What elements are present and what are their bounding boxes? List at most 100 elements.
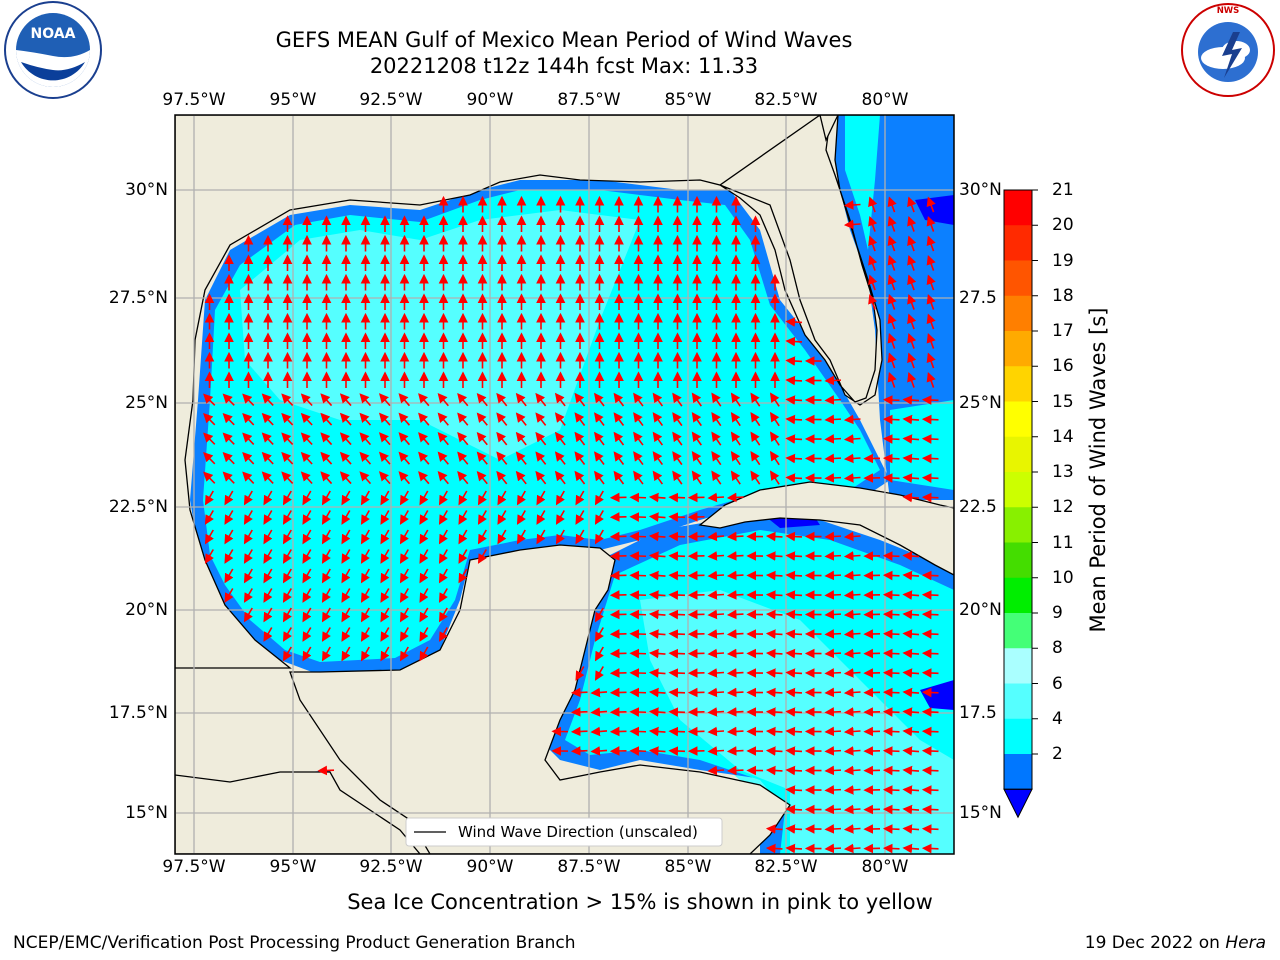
- footer-host: Hera: [1225, 933, 1266, 953]
- wind-arrow: [921, 804, 939, 815]
- wind-arrow: [222, 432, 235, 445]
- colorbar-tick-label: 2: [1052, 744, 1063, 764]
- wind-arrow: [726, 609, 744, 620]
- wind-arrow: [399, 510, 409, 525]
- wind-arrow: [824, 765, 842, 776]
- wind-arrow: [263, 490, 273, 506]
- wind-arrow: [302, 607, 312, 623]
- wind-arrow: [360, 568, 370, 584]
- wind-arrow: [458, 549, 468, 564]
- wind-arrow: [515, 412, 527, 426]
- wind-arrow: [843, 843, 861, 854]
- wind-arrow: [668, 726, 686, 737]
- wind-arrow: [554, 431, 566, 446]
- wind-arrow: [399, 588, 409, 603]
- wind-arrow: [882, 590, 900, 600]
- wind-arrow: [321, 549, 331, 564]
- wind-arrow: [882, 668, 900, 678]
- latitude-label: 30°N: [959, 180, 1002, 200]
- wind-arrow: [882, 434, 900, 444]
- wind-arrow: [785, 434, 803, 444]
- wind-arrow: [570, 687, 588, 698]
- wind-arrow: [594, 412, 605, 426]
- wind-arrow: [398, 432, 411, 446]
- wind-arrow: [926, 352, 936, 369]
- wind-arrow: [594, 607, 604, 623]
- wind-arrow: [359, 451, 372, 465]
- wind-arrow: [882, 395, 900, 405]
- wind-arrow: [203, 413, 216, 426]
- colorbar-segment: [1004, 331, 1032, 367]
- wind-arrow: [824, 375, 842, 386]
- wind-arrow: [224, 490, 234, 506]
- wind-arrow: [843, 473, 861, 483]
- wind-arrow: [887, 235, 897, 252]
- wind-arrow: [613, 392, 625, 407]
- wind-arrow: [317, 765, 335, 776]
- wind-arrow: [648, 609, 666, 620]
- wind-arrow: [668, 687, 686, 698]
- longitude-label: 95°W: [269, 857, 317, 877]
- latitude-label: 17.5°N: [108, 703, 168, 723]
- wind-arrow: [868, 215, 878, 232]
- wind-arrow: [204, 510, 214, 525]
- wind-arrow: [730, 411, 741, 427]
- wind-arrow: [242, 471, 255, 484]
- wind-arrow: [321, 646, 331, 662]
- wind-arrow: [726, 726, 744, 737]
- wind-arrow: [672, 451, 683, 466]
- wind-arrow: [282, 529, 292, 545]
- wind-arrow: [785, 648, 803, 659]
- longitude-label: 87.5°W: [557, 90, 621, 110]
- wind-arrow: [476, 431, 488, 446]
- wind-arrow: [594, 646, 604, 662]
- wind-arrow: [418, 412, 430, 426]
- wind-arrow: [515, 392, 527, 407]
- wind-arrow: [868, 254, 878, 271]
- wind-arrow: [575, 666, 585, 681]
- wind-arrow: [765, 629, 783, 639]
- wind-arrow: [629, 707, 647, 717]
- wind-arrow: [824, 395, 842, 405]
- wind-arrow: [902, 804, 920, 815]
- wind-arrow: [726, 668, 744, 678]
- colorbar-tick-label: 17: [1052, 321, 1074, 341]
- wind-arrow: [824, 570, 842, 581]
- wind-arrow: [380, 588, 390, 603]
- wind-arrow: [843, 746, 861, 756]
- colorbar-segment: [1004, 718, 1032, 755]
- wind-arrow: [574, 392, 586, 407]
- wind-arrow: [652, 392, 664, 407]
- wind-arrow: [843, 707, 861, 717]
- wind-arrow: [515, 431, 527, 446]
- wind-arrow: [629, 590, 647, 600]
- wind-arrow: [378, 393, 391, 407]
- wind-arrow: [320, 451, 333, 465]
- wind-arrow: [726, 570, 744, 581]
- latitude-label: 30°N: [125, 180, 168, 200]
- wind-arrow: [843, 804, 861, 815]
- wind-arrow: [574, 470, 586, 485]
- colorbar-segment: [1004, 260, 1032, 297]
- wind-arrow: [574, 431, 586, 446]
- wind-arrow: [243, 549, 253, 564]
- wind-arrow: [263, 568, 273, 584]
- wind-arrow: [341, 549, 351, 564]
- wind-arrow: [300, 451, 313, 465]
- wind-arrow: [321, 510, 331, 525]
- sea-ice-caption: Sea Ice Concentration > 15% is shown in …: [347, 890, 933, 914]
- wind-arrow: [535, 451, 547, 465]
- wind-arrow: [300, 393, 313, 407]
- wind-arrow: [921, 590, 939, 600]
- wind-arrow: [668, 648, 686, 659]
- wind-arrow: [300, 412, 313, 426]
- wind-arrow: [711, 431, 722, 446]
- wind-arrow: [437, 393, 449, 407]
- wind-arrow: [281, 412, 294, 426]
- wind-arrow: [497, 510, 507, 525]
- colorbar-tick-label: 20: [1052, 215, 1074, 236]
- wind-arrow: [360, 510, 370, 525]
- wind-arrow: [360, 607, 370, 623]
- wind-arrow: [648, 570, 666, 581]
